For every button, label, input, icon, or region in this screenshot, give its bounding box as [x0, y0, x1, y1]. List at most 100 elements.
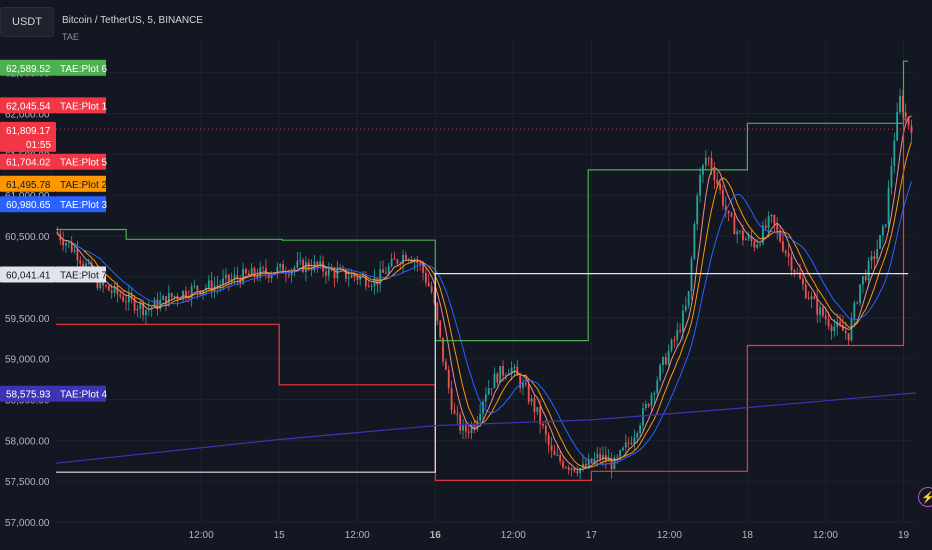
- candle-body: [430, 286, 433, 293]
- candle-body: [196, 285, 199, 291]
- plot-name-tag: [56, 196, 106, 213]
- candle-body: [764, 225, 767, 229]
- axis-price-value: 60,980.65: [6, 200, 51, 211]
- plot-name-tag: [56, 385, 106, 402]
- symbol-title[interactable]: Bitcoin / TetherUS, 5, BINANCE: [62, 15, 203, 26]
- candle-body: [413, 260, 416, 263]
- candle-body: [730, 213, 733, 217]
- series-tae-plot-7: [56, 273, 909, 473]
- candle-body: [690, 258, 693, 292]
- candle-body: [404, 255, 407, 260]
- candle-body: [210, 280, 213, 292]
- candle-body: [813, 296, 816, 299]
- lightning-icon[interactable]: ⚡: [918, 487, 932, 507]
- candle-body: [839, 321, 841, 325]
- candle-body: [593, 458, 596, 463]
- candle-body: [333, 270, 336, 279]
- chart-header: USDT Bitcoin / TetherUS, 5, BINANCE TAE: [0, 0, 932, 42]
- candle-body: [799, 272, 801, 279]
- candle-body: [384, 272, 387, 274]
- candle-body: [464, 425, 467, 432]
- candle-body: [370, 286, 373, 287]
- ma-line-plot-5: [57, 115, 912, 471]
- candle-body: [636, 433, 639, 438]
- candle-body: [504, 375, 507, 377]
- candle-body: [216, 285, 219, 287]
- candle-body: [773, 214, 776, 225]
- candle-body: [225, 274, 227, 279]
- candle-body: [393, 258, 396, 260]
- candle-body: [287, 274, 290, 276]
- candle-body: [802, 278, 804, 285]
- series-tae-plot-4: [55, 392, 917, 464]
- plot-name-label: TAE:Plot 4: [60, 390, 107, 401]
- candle-body: [305, 262, 307, 273]
- candle-body: [596, 453, 599, 459]
- candle-body: [622, 447, 624, 451]
- candle-body: [567, 467, 570, 470]
- x-tick-label: 12:00: [813, 530, 838, 541]
- candle-body: [759, 243, 761, 245]
- candle-body: [170, 293, 173, 297]
- candle-body: [187, 297, 190, 299]
- candle-body: [285, 273, 287, 275]
- candle-body: [119, 294, 122, 297]
- candle-body: [456, 413, 459, 415]
- countdown-value: 01:55: [26, 140, 51, 151]
- x-tick-label: 19: [898, 530, 910, 541]
- candle-body: [276, 266, 279, 274]
- ma-line-plot-3: [57, 181, 912, 465]
- candle-body: [76, 249, 79, 261]
- candle-body: [639, 425, 642, 434]
- candle-body: [482, 401, 484, 414]
- candle-body: [362, 275, 364, 277]
- y-tick-label: 60,500.00: [5, 232, 50, 243]
- candle-body: [719, 183, 721, 190]
- plot-name-tag: [56, 266, 106, 283]
- candle-body: [667, 350, 670, 365]
- candle-body: [256, 276, 259, 278]
- candle-body: [587, 458, 590, 468]
- indicator-name[interactable]: TAE: [62, 32, 79, 42]
- currency-button[interactable]: USDT: [0, 7, 54, 37]
- candle-body: [579, 467, 582, 474]
- candle-body: [279, 264, 282, 267]
- axis-price-tag: [0, 385, 56, 402]
- candle-body: [133, 298, 136, 311]
- candle-body: [496, 373, 499, 383]
- candle-body: [536, 407, 539, 412]
- candle-body: [767, 216, 770, 229]
- candle-body: [522, 383, 524, 388]
- axis-price-value: 61,704.02: [6, 158, 51, 169]
- candle-body: [102, 279, 105, 286]
- candle-body: [850, 318, 853, 341]
- ma-line-plot-2: [57, 141, 912, 469]
- candle-body: [724, 205, 727, 211]
- candle-body: [624, 442, 627, 448]
- candle-body: [599, 453, 602, 460]
- candle-body: [236, 275, 239, 279]
- candle-body: [499, 366, 502, 383]
- candle-body: [693, 224, 696, 259]
- axis-price-tag: [0, 266, 56, 283]
- candle-body: [650, 394, 653, 407]
- x-tick-label: 12:00: [657, 530, 682, 541]
- candle-body: [202, 290, 204, 295]
- x-tick-label: 12:00: [501, 530, 526, 541]
- candle-body: [556, 454, 559, 456]
- candle-body: [847, 333, 850, 341]
- candle-body: [844, 330, 847, 334]
- candle-body: [302, 259, 304, 273]
- candle-body: [319, 261, 322, 266]
- candle-body: [296, 261, 299, 268]
- plot-name-label: TAE:Plot 1: [60, 101, 107, 112]
- candle-body: [524, 383, 527, 385]
- candle-body: [65, 243, 67, 246]
- plot-name-label: TAE:Plot 7: [60, 270, 107, 281]
- plot-name-label: TAE:Plot 3: [60, 200, 107, 211]
- y-tick-label: 59,000.00: [5, 355, 50, 366]
- candle-body: [402, 255, 404, 265]
- axis-price-tag: [0, 121, 56, 152]
- candle-body: [682, 310, 684, 332]
